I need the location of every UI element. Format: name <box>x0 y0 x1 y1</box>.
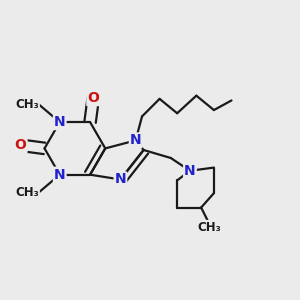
Text: O: O <box>15 138 26 152</box>
Text: CH₃: CH₃ <box>197 221 221 234</box>
Text: N: N <box>184 164 196 178</box>
Text: CH₃: CH₃ <box>15 98 39 111</box>
Text: O: O <box>87 91 99 105</box>
Text: N: N <box>115 172 126 187</box>
Text: N: N <box>54 115 65 129</box>
Text: CH₃: CH₃ <box>15 186 39 199</box>
Text: N: N <box>54 168 65 182</box>
Text: N: N <box>130 134 141 147</box>
